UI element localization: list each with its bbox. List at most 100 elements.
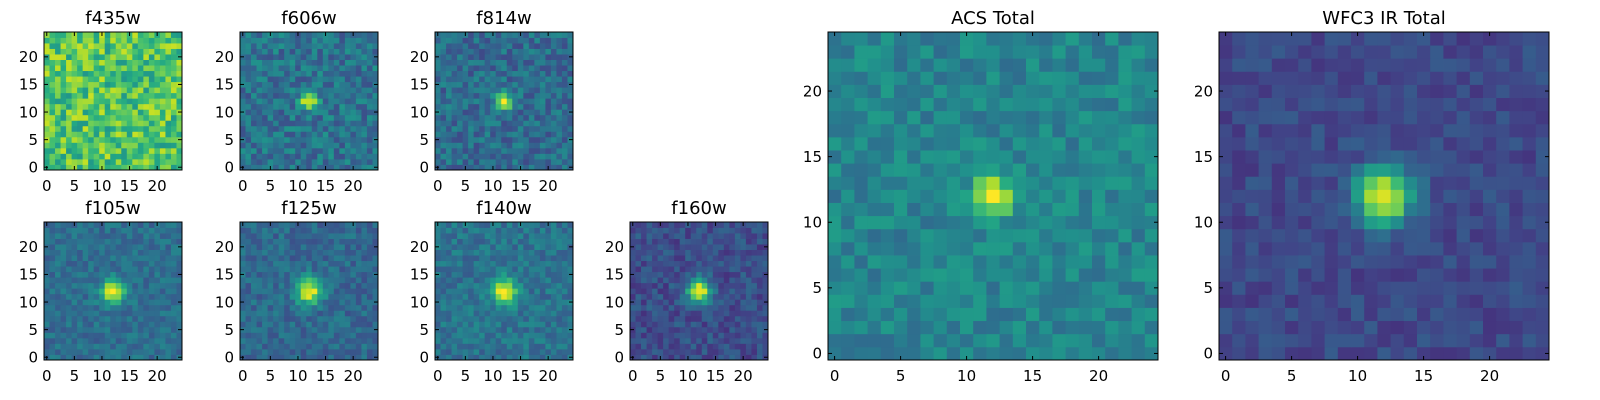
heatmap-cell [77, 238, 84, 245]
heatmap-cell [339, 343, 346, 350]
heatmap-cell [300, 271, 307, 278]
heatmap-cell [512, 147, 519, 154]
heatmap-cell [44, 125, 50, 132]
heatmap-cell [110, 87, 117, 94]
heatmap-cell [561, 109, 568, 116]
heatmap-cell [317, 255, 324, 262]
heatmap-cell [646, 299, 653, 306]
heatmap-cell [729, 310, 736, 317]
heatmap-cell [523, 266, 530, 273]
heatmap-cell [77, 103, 84, 110]
heatmap-cell [534, 315, 541, 322]
heatmap-cell [495, 59, 502, 66]
heatmap-cell [245, 136, 252, 143]
heatmap-cell [973, 163, 987, 177]
heatmap-cell [501, 158, 508, 165]
heatmap-cell [539, 98, 546, 105]
heatmap-cell [479, 238, 486, 245]
heatmap-cell [539, 131, 546, 138]
heatmap-cell [501, 321, 508, 328]
heatmap-cell [734, 315, 741, 322]
heatmap-cell [55, 59, 61, 66]
heatmap-cell [77, 227, 84, 234]
heatmap-cell [490, 321, 497, 328]
heatmap-cell [245, 288, 252, 295]
heatmap-cell [350, 54, 357, 60]
heatmap-cell [973, 320, 987, 335]
heatmap-cell [71, 59, 78, 66]
heatmap-cell [240, 131, 246, 138]
heatmap-cell [435, 238, 441, 245]
heatmap-cell [490, 147, 497, 154]
heatmap-cell [143, 293, 150, 300]
heatmap-cell [646, 293, 653, 300]
heatmap-cell [240, 98, 246, 105]
heatmap-cell [344, 153, 351, 160]
heatmap-cell [435, 70, 441, 77]
heatmap-cell [350, 266, 357, 273]
heatmap-cell [512, 131, 519, 138]
heatmap-cell [484, 244, 491, 250]
heatmap-cell [284, 227, 291, 234]
heatmap-cell [986, 346, 1000, 361]
heatmap-cell [663, 326, 670, 333]
heatmap-cell [256, 114, 263, 121]
heatmap-cell [701, 337, 708, 344]
heatmap-cell [679, 233, 686, 239]
heatmap-cell [306, 337, 313, 344]
heatmap-cell [262, 282, 268, 289]
heatmap-cell [110, 288, 117, 295]
heatmap-cell [723, 304, 730, 311]
heatmap-cell [115, 299, 122, 306]
heatmap-cell [60, 65, 67, 72]
heatmap-cell [707, 315, 714, 322]
heatmap-cell [251, 37, 257, 44]
heatmap-cell [446, 48, 452, 55]
heatmap-cell [104, 244, 111, 250]
heatmap-cell [484, 48, 491, 55]
heatmap-cell [256, 153, 263, 160]
heatmap-cell [457, 92, 463, 99]
heatmap-cell [484, 277, 491, 284]
heatmap-cell [361, 277, 368, 284]
heatmap-cell [880, 215, 895, 230]
heatmap-cell [267, 271, 274, 278]
heatmap-cell [132, 266, 139, 273]
heatmap-cell [88, 288, 95, 295]
heatmap-cell [284, 147, 291, 154]
heatmap-cell [495, 255, 502, 262]
heatmap-cell [339, 43, 346, 49]
heatmap-cell [350, 59, 357, 66]
heatmap-cell [137, 222, 144, 228]
heatmap-cell [240, 120, 246, 127]
heatmap-cell [295, 282, 302, 289]
heatmap-cell [561, 238, 568, 245]
heatmap-cell [176, 114, 183, 121]
heatmap-cell [251, 120, 257, 127]
heatmap-cell [372, 120, 379, 127]
heatmap-cell [115, 164, 122, 171]
heatmap-cell [350, 337, 357, 344]
heatmap-cell [528, 120, 535, 127]
heatmap-cell [696, 343, 703, 350]
heatmap-cell [256, 164, 263, 171]
heatmap-cell [740, 348, 747, 355]
heatmap-cell [311, 321, 318, 328]
heatmap-cell [556, 147, 563, 154]
heatmap-cell [545, 332, 552, 339]
heatmap-cell [110, 244, 117, 250]
heatmap-cell [66, 114, 72, 121]
heatmap-cell [245, 249, 252, 256]
heatmap-cell [350, 98, 357, 105]
heatmap-cell [99, 299, 106, 306]
heatmap-cell [355, 142, 362, 149]
heatmap-cell [256, 98, 263, 105]
heatmap-cell [545, 260, 552, 267]
heatmap-cell [646, 233, 653, 239]
heatmap-cell [1052, 255, 1066, 269]
heatmap-cell [495, 142, 502, 149]
heatmap-cell [88, 244, 95, 250]
heatmap-cell [762, 277, 769, 284]
heatmap-cell [262, 59, 268, 66]
heatmap-cell [556, 142, 563, 149]
